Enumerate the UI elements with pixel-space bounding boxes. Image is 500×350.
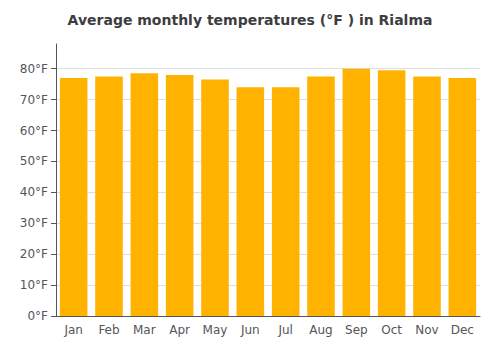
svg-text:Sep: Sep [345,323,368,337]
svg-text:Dec: Dec [451,323,474,337]
svg-text:50°F: 50°F [20,154,48,168]
svg-text:Average monthly temperatures (: Average monthly temperatures (°F ) in Ri… [68,12,433,28]
svg-text:20°F: 20°F [20,247,48,261]
svg-text:30°F: 30°F [20,216,48,230]
svg-text:60°F: 60°F [20,124,48,138]
svg-text:10°F: 10°F [20,278,48,292]
svg-text:Oct: Oct [381,323,402,337]
svg-text:Jul: Jul [277,323,292,337]
svg-text:Aug: Aug [309,323,332,337]
svg-text:Jun: Jun [240,323,260,337]
svg-text:May: May [203,323,228,337]
svg-text:80°F: 80°F [20,62,48,76]
svg-text:Apr: Apr [169,323,190,337]
svg-text:Nov: Nov [415,323,438,337]
svg-text:Feb: Feb [98,323,119,337]
svg-text:40°F: 40°F [20,185,48,199]
svg-text:Jan: Jan [63,323,83,337]
svg-text:70°F: 70°F [20,93,48,107]
svg-text:Mar: Mar [133,323,156,337]
svg-text:0°F: 0°F [27,309,48,323]
